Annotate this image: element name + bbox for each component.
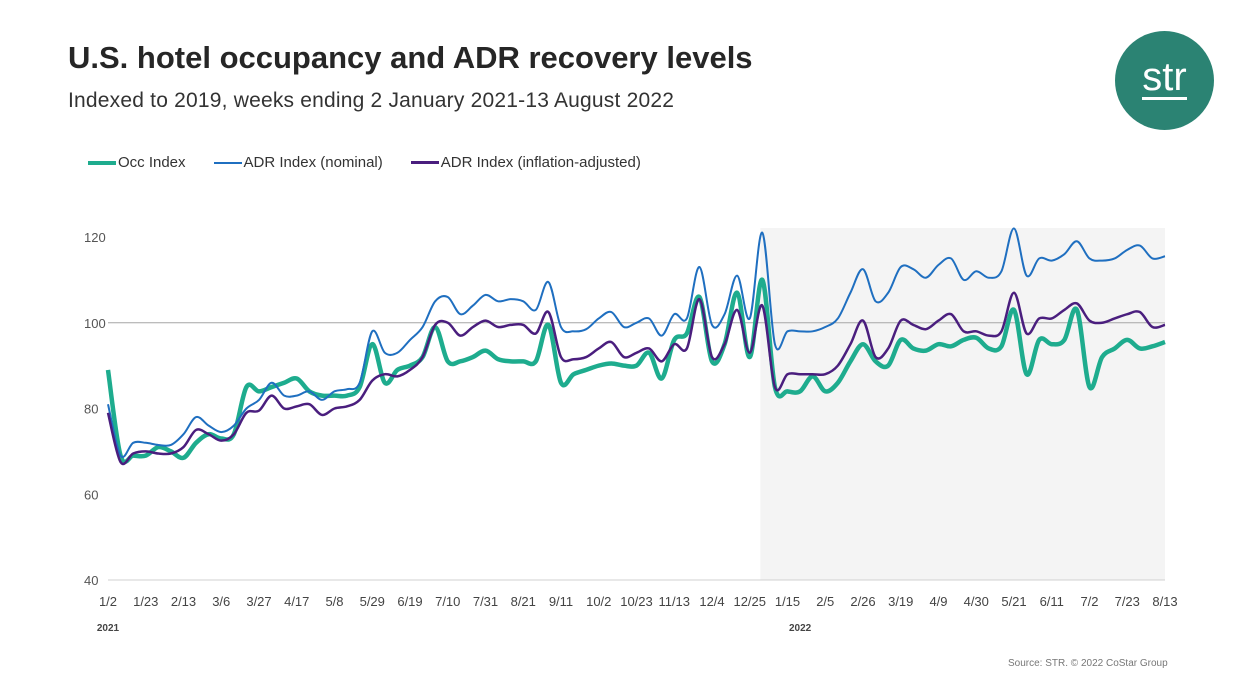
x-tick-label: 1/15 — [775, 594, 800, 609]
legend-label-occ: Occ Index — [118, 154, 186, 171]
legend-item-adr-inflation: ADR Index (inflation-adjusted) — [410, 154, 641, 171]
x-tick-label: 5/29 — [360, 594, 385, 609]
x-tick-label: 1/2 — [99, 594, 117, 609]
logo-text: str — [1142, 55, 1187, 100]
x-tick-label: 7/2 — [1080, 594, 1098, 609]
occ-index-line — [105, 277, 1166, 465]
legend-label-adr-nominal: ADR Index (nominal) — [243, 154, 383, 171]
legend-swatch-adr-inflation — [410, 161, 439, 164]
x-tick-label: 7/10 — [435, 594, 460, 609]
y-tick-label: 100 — [84, 316, 106, 331]
str-logo: str — [1115, 31, 1214, 130]
x-tick-label: 9/11 — [549, 594, 573, 609]
x-tick-label: 10/2 — [586, 594, 611, 609]
x-tick-label: 8/13 — [1152, 594, 1177, 609]
x-tick-label: 3/27 — [246, 594, 271, 609]
chart-title: U.S. hotel occupancy and ADR recovery le… — [68, 40, 753, 75]
x-tick-label: 1/23 — [133, 594, 158, 609]
x-tick-label: 5/8 — [325, 594, 343, 609]
x-tick-label: 7/23 — [1115, 594, 1140, 609]
x-tick-label: 6/19 — [397, 594, 422, 609]
x-tick-label: 2/5 — [816, 594, 834, 609]
source-note: Source: STR. © 2022 CoStar Group — [1008, 658, 1168, 669]
legend: Occ Index ADR Index (nominal) ADR Index … — [88, 154, 641, 171]
x-tick-label: 12/25 — [733, 594, 766, 609]
year-label: 2022 — [789, 623, 812, 634]
x-tick-label: 2/26 — [850, 594, 875, 609]
x-tick-label: 10/23 — [620, 594, 653, 609]
legend-label-adr-inflation: ADR Index (inflation-adjusted) — [440, 154, 641, 171]
y-tick-label: 120 — [84, 230, 106, 245]
x-tick-label: 4/17 — [284, 594, 309, 609]
legend-swatch-adr-nominal — [213, 161, 242, 164]
adr-inflation-line — [106, 291, 1166, 466]
x-tick-label: 11/13 — [658, 594, 690, 609]
x-tick-label: 6/11 — [1040, 594, 1064, 609]
x-tick-label: 12/4 — [699, 594, 724, 609]
x-tick-label: 7/31 — [473, 594, 498, 609]
adr-nominal-line — [107, 227, 1166, 459]
legend-item-adr-nominal: ADR Index (nominal) — [213, 154, 383, 171]
x-tick-label: 3/19 — [888, 594, 913, 609]
x-tick-label: 5/21 — [1001, 594, 1026, 609]
year-label: 2021 — [97, 623, 120, 634]
y-tick-label: 60 — [84, 487, 98, 502]
y-tick-label: 80 — [84, 402, 98, 417]
x-tick-label: 3/6 — [212, 594, 230, 609]
chart-subtitle: Indexed to 2019, weeks ending 2 January … — [68, 89, 675, 112]
shaded-2022-region — [760, 228, 1165, 580]
legend-item-occ: Occ Index — [88, 154, 186, 171]
x-tick-label: 4/30 — [964, 594, 989, 609]
x-tick-label: 4/9 — [929, 594, 947, 609]
x-tick-label: 8/21 — [511, 594, 536, 609]
legend-swatch-occ — [88, 160, 116, 165]
x-tick-label: 2/13 — [171, 594, 196, 609]
y-tick-label: 40 — [84, 573, 98, 588]
